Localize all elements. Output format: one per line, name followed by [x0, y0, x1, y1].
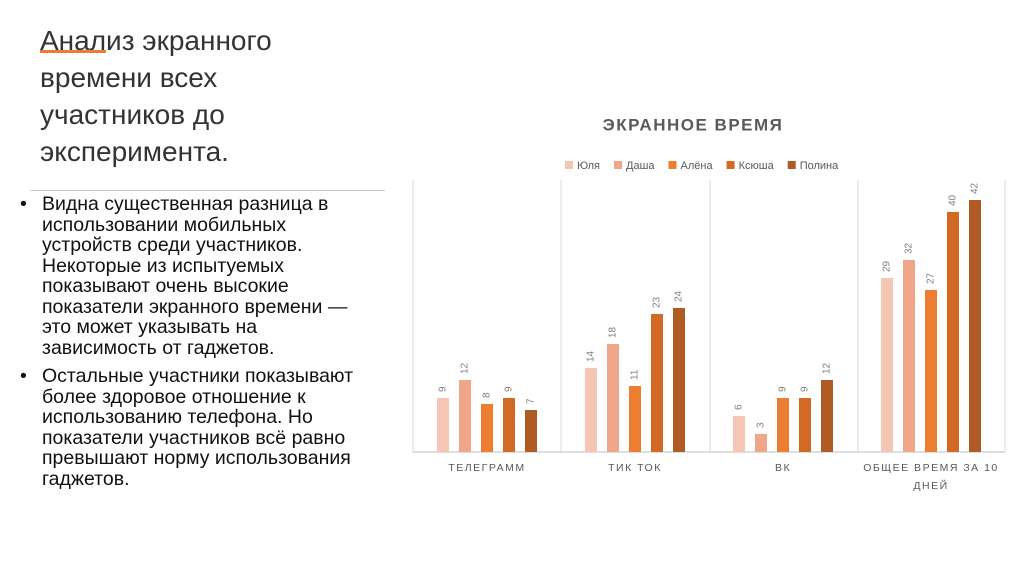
bar — [651, 314, 663, 452]
data-label: 29 — [882, 260, 893, 272]
x-tick-label: ОБЩЕЕ ВРЕМЯ ЗА 10 ДНЕЙ — [863, 462, 999, 492]
legend-swatch — [565, 161, 573, 169]
data-label: 8 — [482, 392, 493, 398]
bar — [821, 380, 833, 452]
bullet: Видна существенная разница в использован… — [20, 194, 370, 358]
data-label: 14 — [586, 350, 597, 362]
bar — [525, 410, 537, 452]
x-tick-label: ТИК ТОК — [608, 462, 662, 474]
data-label: 9 — [438, 386, 449, 392]
bar — [629, 386, 641, 452]
data-label: 3 — [756, 422, 767, 428]
bar — [503, 398, 515, 452]
bullet-list: Видна существенная разница в использован… — [20, 194, 370, 497]
data-label: 12 — [822, 362, 833, 374]
bar — [947, 212, 959, 452]
bar — [437, 398, 449, 452]
legend-swatch — [787, 161, 796, 169]
title-accent — [40, 50, 106, 53]
slide-title: Анализ экранного времени всех участников… — [40, 25, 272, 167]
data-label: 7 — [526, 398, 537, 404]
divider — [30, 190, 385, 191]
chart-title: ЭКРАННОЕ ВРЕМЯ — [603, 115, 784, 134]
data-label: 23 — [652, 296, 663, 308]
bullet: Остальные участники показывают более здо… — [20, 366, 370, 489]
bar — [755, 434, 767, 452]
data-label: 40 — [948, 194, 959, 206]
data-label: 9 — [504, 386, 515, 392]
data-label: 18 — [608, 326, 619, 338]
legend-label: Юля — [577, 160, 600, 172]
x-tick-label: ТЕЛЕГРАММ — [448, 462, 526, 474]
bar — [925, 290, 937, 452]
bar — [585, 368, 597, 452]
data-label: 24 — [674, 290, 685, 302]
bar — [969, 200, 981, 452]
bar — [481, 404, 493, 452]
data-label: 42 — [970, 182, 981, 194]
data-label: 11 — [630, 369, 641, 380]
x-tick-label: ВК — [774, 462, 792, 474]
data-label: 27 — [926, 272, 937, 284]
legend-swatch — [726, 161, 735, 169]
data-label: 9 — [800, 386, 811, 392]
legend-swatch — [668, 161, 677, 169]
data-label: 32 — [904, 242, 915, 254]
bar — [607, 344, 619, 452]
data-label: 6 — [734, 404, 745, 410]
bar — [799, 398, 811, 452]
bar — [777, 398, 789, 452]
data-label: 12 — [460, 362, 471, 374]
data-label: 9 — [778, 386, 789, 392]
legend-label: Ксюша — [739, 160, 775, 172]
legend-label: Алёна — [681, 160, 714, 172]
bar — [881, 278, 893, 452]
bar — [673, 308, 685, 452]
legend-swatch — [614, 161, 622, 169]
bar — [459, 380, 471, 452]
legend-label: Полина — [800, 160, 839, 172]
bar — [903, 260, 915, 452]
bar — [733, 416, 745, 452]
legend-label: Даша — [626, 160, 655, 172]
